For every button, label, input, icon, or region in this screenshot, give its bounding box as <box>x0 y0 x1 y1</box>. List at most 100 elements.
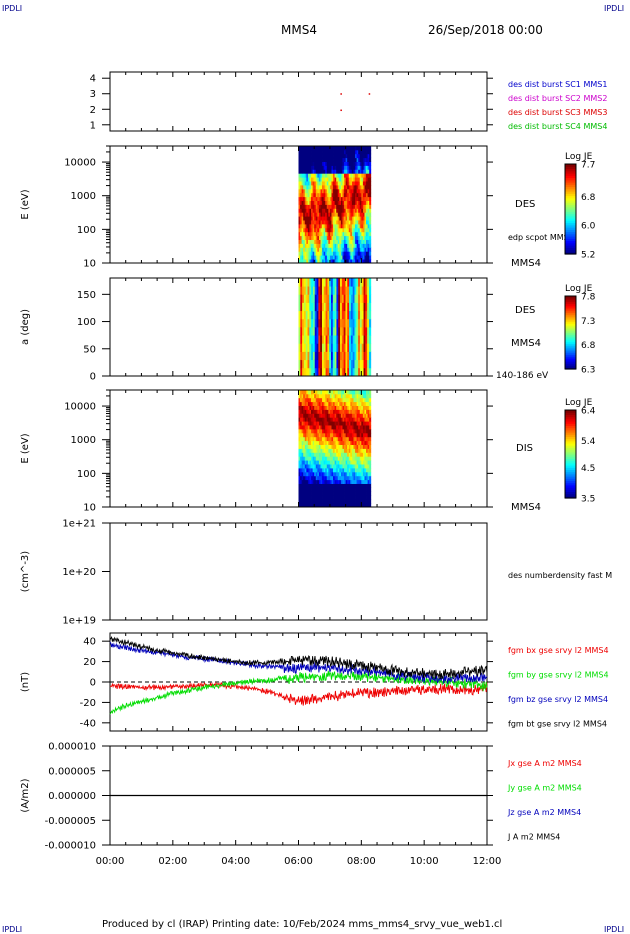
spectrogram-cell <box>350 429 353 434</box>
spectrogram-cell <box>344 255 347 260</box>
spectrogram-cell <box>367 243 370 248</box>
spectrogram-cell <box>329 153 332 159</box>
spectrogram-cell <box>323 220 326 225</box>
spectrogram-cell <box>303 185 306 190</box>
spectrogram-cell <box>300 468 303 473</box>
spectrogram-cell <box>339 165 342 170</box>
spectrogram-cell <box>359 149 362 155</box>
spectrogram-cell <box>348 173 351 178</box>
spectrogram-cell <box>317 235 320 240</box>
spectrogram-cell <box>367 177 370 182</box>
pitch-cell <box>341 351 345 361</box>
spectrogram-cell <box>347 146 350 151</box>
spectrogram-cell <box>301 448 304 453</box>
y-tick-label: 1e+20 <box>62 567 96 578</box>
spectrogram-cell <box>369 161 372 166</box>
spectrogram-cell <box>314 436 317 442</box>
spectrogram-cell <box>311 390 314 395</box>
pitch-cell <box>341 278 345 287</box>
pitch-cell <box>329 351 332 361</box>
pitch-cell <box>332 310 336 320</box>
spectrogram-cell <box>301 243 304 248</box>
spectrogram-cell <box>356 436 359 442</box>
spectrogram-cell <box>311 452 314 457</box>
spectrogram-cell <box>309 483 312 488</box>
spectrogram-cell <box>364 239 367 244</box>
spectrogram-cell <box>353 413 356 418</box>
pitch-cell <box>321 367 325 377</box>
spectrogram-cell <box>300 452 303 457</box>
spectrogram-cell <box>359 452 362 457</box>
spectrogram-cell <box>336 173 339 178</box>
legend-entry: Jx gse A m2 MMS4 <box>507 759 582 768</box>
spectrogram-cell <box>318 487 321 492</box>
spectrogram-cell <box>326 464 329 469</box>
spectrogram-cell <box>345 436 348 442</box>
spectrogram-cell <box>340 436 343 442</box>
spectrogram-cell <box>325 243 328 248</box>
spectrogram-cell <box>344 161 347 166</box>
spectrogram-cell <box>344 157 347 162</box>
spectrogram-cell <box>306 397 309 403</box>
spectrogram-cell <box>340 169 343 174</box>
spectrogram-cell <box>323 165 326 170</box>
spectrogram-cell <box>342 204 345 209</box>
colorbar-cell <box>565 458 576 462</box>
spectrogram-cell <box>314 425 317 430</box>
spectrogram-cell <box>333 397 336 403</box>
spectrogram-cell <box>300 185 303 190</box>
colorbar-tick-label: 7.3 <box>581 317 595 327</box>
spectrogram-cell <box>303 421 306 426</box>
spectrogram-cell <box>340 444 343 449</box>
spectrogram-cell <box>367 499 370 504</box>
spectrogram-cell <box>361 444 364 449</box>
spectrogram-cell <box>315 436 318 442</box>
spectrogram-cell <box>369 181 372 186</box>
spectrogram-cell <box>304 475 307 481</box>
spectrogram-cell <box>320 413 323 418</box>
colorbar-cell <box>565 410 576 413</box>
spectrogram-cell <box>362 188 365 194</box>
spectrogram-cell <box>337 251 340 256</box>
spectrogram-cell <box>359 483 362 488</box>
spectrogram-cell <box>325 231 328 237</box>
spectrogram-cell <box>344 397 347 403</box>
spectrogram-cell <box>361 259 364 264</box>
pitch-cell <box>356 343 359 352</box>
spectrogram-cell <box>298 409 301 414</box>
spectrogram-cell <box>355 192 358 198</box>
spectrogram-cell <box>309 149 312 155</box>
spectrogram-cell <box>320 390 323 395</box>
spectrogram-cell <box>350 196 353 201</box>
spectrogram-cell <box>344 491 347 496</box>
spectrogram-cell <box>322 235 325 240</box>
spectrogram-cell <box>359 401 362 406</box>
spectrogram-cell <box>345 432 348 438</box>
spectrogram-cell <box>345 464 348 469</box>
spectrogram-cell <box>344 185 347 190</box>
spectrogram-cell <box>359 417 362 422</box>
spectrogram-cell <box>351 487 354 492</box>
pitch-cell <box>312 351 316 361</box>
spectrogram-cell <box>333 192 336 198</box>
pitch-cell <box>356 302 359 312</box>
spectrogram-cell <box>328 255 331 260</box>
colorbar-tick-label: 7.8 <box>581 293 596 303</box>
spectrogram-cell <box>369 471 372 477</box>
spectrogram-cell <box>340 417 343 422</box>
spectrogram-cell <box>369 251 372 256</box>
spectrogram-cell <box>366 208 369 213</box>
spectrogram-cell <box>314 448 317 453</box>
spectrogram-cell <box>337 432 340 438</box>
spectrogram-cell <box>315 417 318 422</box>
spectrogram-cell <box>366 259 369 264</box>
pitch-cell <box>325 351 328 361</box>
spectrogram-cell <box>350 456 353 461</box>
spectrogram-cell <box>304 153 307 159</box>
spectrogram-cell <box>350 177 353 182</box>
spectrogram-cell <box>337 491 340 496</box>
spectrogram-cell <box>369 503 372 508</box>
spectrogram-cell <box>314 475 317 481</box>
spectrogram-cell <box>361 417 364 422</box>
spectrogram-cell <box>306 173 309 178</box>
